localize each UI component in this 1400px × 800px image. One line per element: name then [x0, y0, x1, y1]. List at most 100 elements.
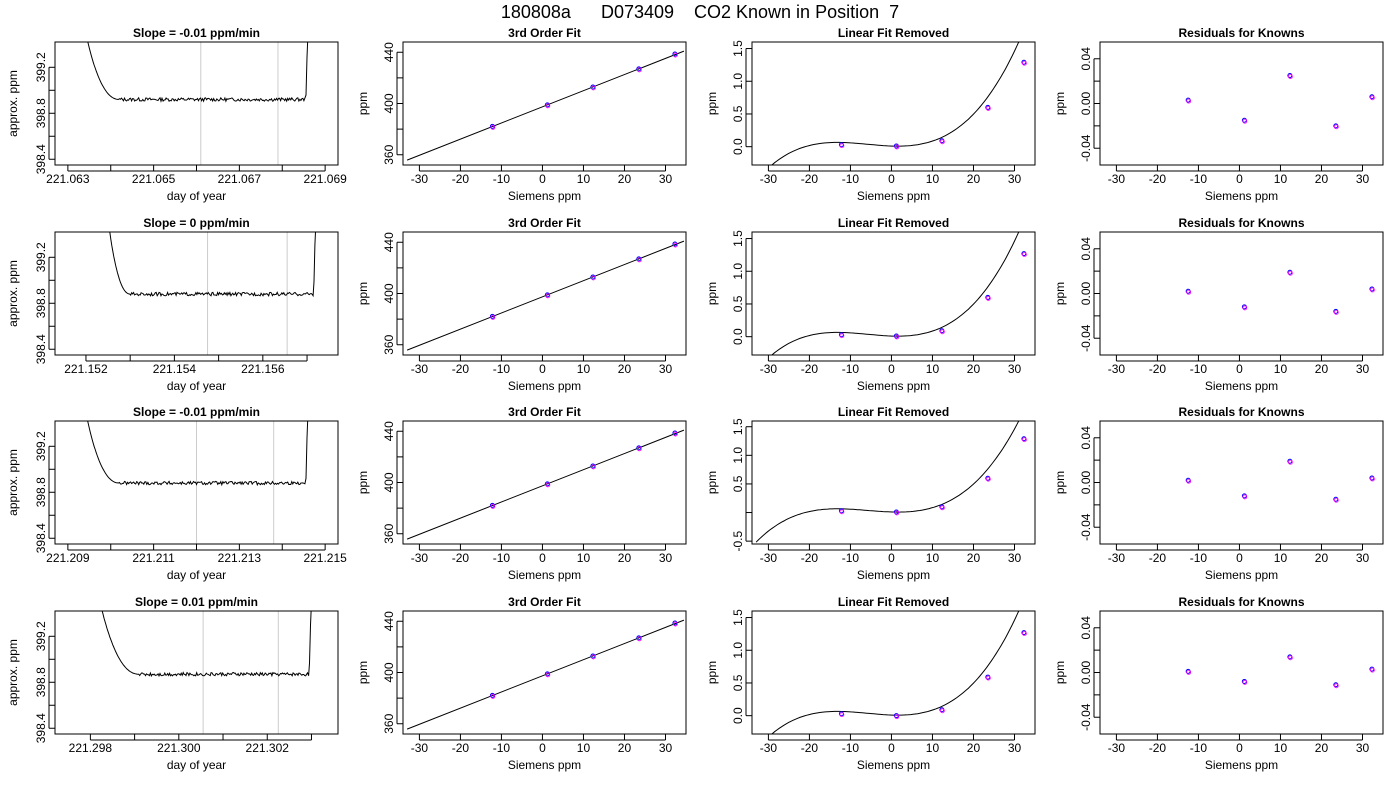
y-axis-label: approx. ppm: [6, 70, 20, 137]
panel-title: Slope = -0.01 ppm/min: [133, 405, 260, 419]
x-tick-label: 10: [926, 551, 940, 565]
data-point-overlay: [939, 708, 945, 714]
plot-frame: [1099, 231, 1384, 356]
y-tick-label: 0.00: [1079, 281, 1093, 305]
x-axis-label: Siemens ppm: [1205, 758, 1278, 772]
data-point-overlay: [590, 275, 596, 281]
data-point-overlay: [839, 333, 845, 339]
y-tick-label: 399.2: [34, 431, 48, 461]
x-tick-label: 20: [618, 551, 632, 565]
y-axis-label: ppm: [356, 282, 370, 305]
page-title: 180808a D073409 CO2 Known in Position 7: [500, 2, 900, 22]
y-tick-label: 0.04: [1079, 47, 1093, 71]
x-tick-label: 30: [1356, 741, 1370, 755]
x-tick-label: 0: [1236, 362, 1243, 376]
y-tick-label: 0.00: [1079, 91, 1093, 115]
data-point-overlay: [590, 85, 596, 91]
plot-frame: [751, 231, 1036, 356]
x-tick-label: 30: [659, 741, 673, 755]
y-tick-label: 1.5: [731, 418, 745, 435]
x-tick-label: 0: [1236, 741, 1243, 755]
x-tick-label: 10: [1274, 172, 1288, 186]
data-point-overlay: [590, 654, 596, 660]
y-tick-label: 398.4: [34, 334, 48, 364]
y-tick-label: 1.0: [731, 642, 745, 659]
plot-frame: [751, 610, 1036, 735]
data-point-overlay: [673, 621, 678, 627]
x-tick-label: 10: [577, 551, 591, 565]
y-tick-label: 400: [382, 283, 396, 303]
data-point-overlay: [490, 125, 496, 130]
x-tick-label: -10: [1190, 172, 1208, 186]
x-tick-label: -20: [1149, 362, 1167, 376]
x-tick-label: -30: [760, 741, 778, 755]
y-tick-label: 398.4: [34, 144, 48, 174]
co2-trace-line: [87, 42, 309, 103]
y-tick-label: 1.5: [731, 609, 745, 626]
y-axis-label: ppm: [705, 282, 719, 305]
plot-frame: [54, 231, 339, 356]
data-point-overlay: [1186, 289, 1192, 295]
x-tick-label: 0: [539, 551, 546, 565]
panel-title: 3rd Order Fit: [508, 216, 581, 230]
x-tick-label: -30: [1108, 741, 1126, 755]
plot-frame: [54, 41, 339, 166]
x-axis-label: Siemens ppm: [508, 189, 581, 203]
co2-trace-line: [101, 611, 312, 678]
x-tick-label: 20: [967, 172, 981, 186]
x-axis-label: day of year: [167, 568, 226, 582]
data-point-overlay: [1370, 476, 1375, 482]
plot-frame: [1099, 41, 1384, 166]
data-point-overlay: [939, 329, 945, 335]
data-point-overlay: [894, 510, 900, 516]
data-point-overlay: [985, 675, 991, 681]
panel-title: Slope = 0.01 ppm/min: [135, 595, 258, 609]
x-tick-label: 20: [967, 362, 981, 376]
x-tick-label: 0: [539, 172, 546, 186]
data-point-overlay: [1186, 669, 1192, 675]
data-point-overlay: [490, 694, 496, 699]
x-tick-label: -20: [801, 551, 819, 565]
x-tick-label: 221.209: [46, 551, 90, 565]
y-tick-label: 398.8: [34, 288, 48, 318]
x-tick-label: -20: [1149, 172, 1167, 186]
data-point-overlay: [1242, 118, 1248, 124]
data-point-overlay: [1186, 478, 1192, 484]
x-tick-label: 10: [577, 362, 591, 376]
data-point-overlay: [1242, 494, 1248, 500]
y-tick-label: -0.5: [731, 530, 745, 551]
data-point-overlay: [985, 476, 991, 482]
data-point-overlay: [985, 106, 991, 111]
y-tick-label: 1.5: [731, 40, 745, 57]
x-tick-label: 0: [888, 362, 895, 376]
x-tick-label: -10: [493, 362, 511, 376]
x-tick-label: 221.302: [246, 741, 290, 755]
x-axis-label: Siemens ppm: [508, 758, 581, 772]
x-tick-label: 30: [659, 172, 673, 186]
x-tick-label: 221.152: [64, 362, 108, 376]
x-tick-label: -20: [801, 741, 819, 755]
3rd-order-fit-panel: 3rd Order Fit -30 -20 -10 0 10 20 30 360 400 440 Si…: [356, 216, 687, 393]
linear-fit-removed-panel: Linear Fit Removed -30 -20 -10 0 10 20 30 0.0 0.5…: [705, 216, 1036, 393]
y-tick-label: 399.2: [34, 52, 48, 82]
data-point-overlay: [1287, 459, 1293, 465]
y-tick-label: 0.00: [1079, 470, 1093, 494]
y-axis-label: ppm: [1053, 471, 1067, 494]
residuals-panel: Residuals for Knowns -30 -20 -10 0 10 20 30 -0.0…: [1053, 26, 1384, 203]
plot-frame: [402, 610, 687, 735]
plot-frame: [54, 420, 339, 545]
y-axis-label: ppm: [1053, 92, 1067, 115]
y-tick-label: 360: [382, 713, 396, 733]
y-axis-label: ppm: [1053, 661, 1067, 684]
x-tick-label: -30: [1108, 551, 1126, 565]
x-tick-label: 10: [1274, 741, 1288, 755]
x-tick-label: 221.213: [218, 551, 262, 565]
3rd-order-fit-panel: 3rd Order Fit -30 -20 -10 0 10 20 30 360 400 440 Si…: [356, 26, 687, 203]
data-point-overlay: [673, 431, 678, 437]
y-axis-label: ppm: [1053, 282, 1067, 305]
x-tick-label: 30: [1356, 362, 1370, 376]
data-point-overlay: [1287, 74, 1293, 79]
plot-frame: [1099, 420, 1384, 545]
panel-title: Linear Fit Removed: [838, 595, 949, 609]
y-tick-label: 399.2: [34, 242, 48, 272]
